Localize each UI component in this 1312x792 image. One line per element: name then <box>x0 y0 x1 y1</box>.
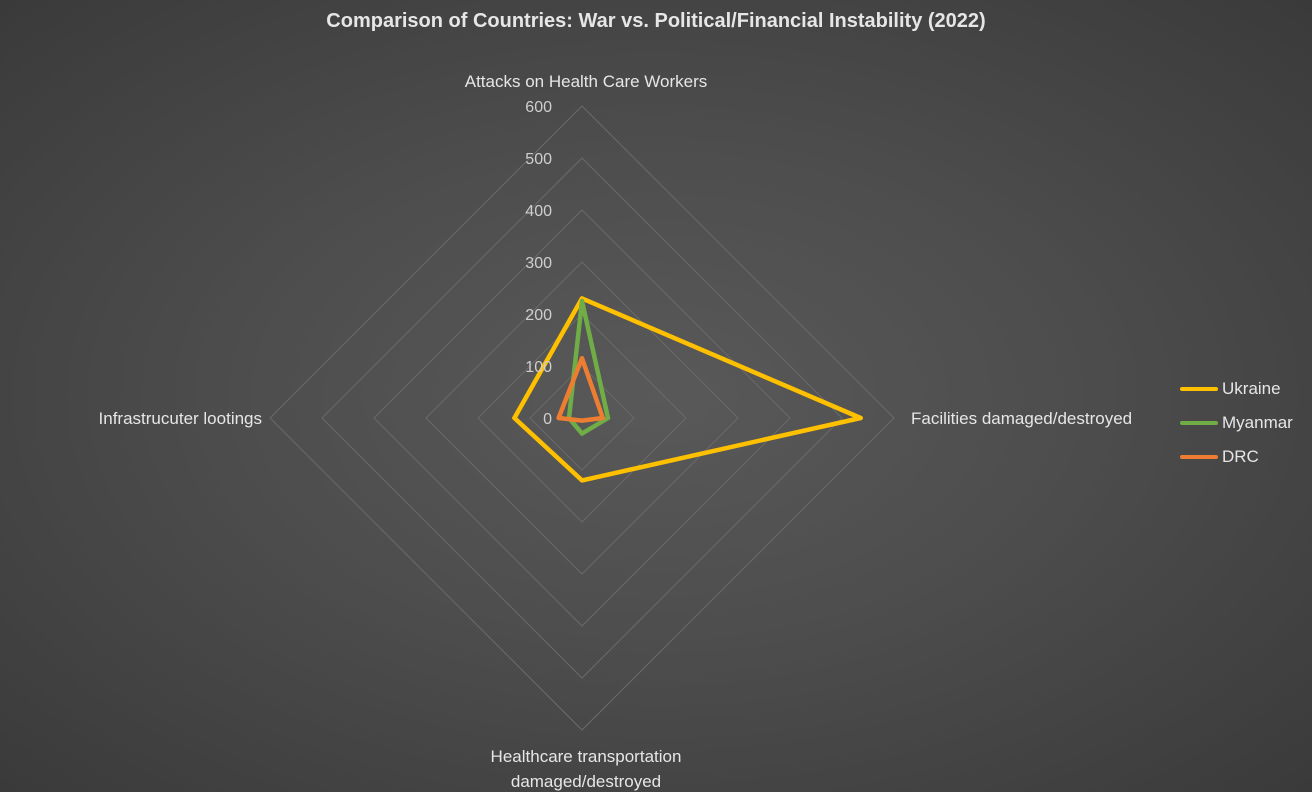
legend-label-myanmar: Myanmar <box>1222 413 1293 432</box>
radar-axis-labels: Attacks on Health Care Workers Facilities… <box>99 72 1133 791</box>
data-point-drc-infrastrucuter-lootings[interactable] <box>556 416 561 420</box>
legend-swatch-drc <box>1180 455 1218 459</box>
tick-label-200: 200 <box>525 307 552 324</box>
tick-label-400: 400 <box>525 203 552 220</box>
tick-label-500: 500 <box>525 151 552 168</box>
legend-label-drc: DRC <box>1222 447 1259 466</box>
radar-series <box>512 296 863 483</box>
axis-label-facilities-damaged-destroyed: Facilities damaged/destroyed <box>911 409 1132 428</box>
data-point-drc-healthcare-transportation-damaged-destroyed[interactable] <box>580 418 584 423</box>
radar-grid <box>269 105 895 731</box>
grid-ring-100 <box>529 365 635 471</box>
data-point-ukraine-infrastrucuter-lootings[interactable] <box>512 416 517 420</box>
legend-swatch-myanmar <box>1180 421 1218 425</box>
axis-label-infrastrucuter-lootings: Infrastrucuter lootings <box>99 409 262 428</box>
grid-ring-600 <box>269 105 895 731</box>
tick-label-0: 0 <box>543 411 552 428</box>
data-point-myanmar-attacks-on-health-care-workers[interactable] <box>580 299 584 303</box>
legend-item-drc[interactable]: DRC <box>1180 440 1310 474</box>
grid-ring-300 <box>425 261 739 575</box>
legend-swatch-ukraine <box>1180 387 1218 391</box>
series-line-ukraine[interactable] <box>512 296 863 483</box>
tick-label-300: 300 <box>525 255 552 272</box>
axis-label-attacks-on-health-care-workers: Attacks on Health Care Workers <box>465 72 708 91</box>
grid-ring-200 <box>477 313 687 523</box>
grid-ring-400 <box>373 209 791 627</box>
data-point-ukraine-facilities-damaged-destroyed[interactable] <box>858 416 863 420</box>
data-point-drc-facilities-damaged-destroyed[interactable] <box>600 416 605 420</box>
tick-label-100: 100 <box>525 359 552 376</box>
legend-label-ukraine: Ukraine <box>1222 379 1281 398</box>
tick-label-600: 600 <box>525 99 552 116</box>
radar-tick-labels: 0 100 200 300 400 500 600 <box>525 99 552 428</box>
data-point-drc-attacks-on-health-care-workers[interactable] <box>580 356 584 361</box>
data-point-ukraine-healthcare-transportation-damaged-destroyed[interactable] <box>580 478 584 483</box>
grid-ring-500 <box>321 157 843 679</box>
chart-legend: Ukraine Myanmar DRC <box>1180 372 1310 474</box>
axis-label-healthcare-transportation-damaged-destroyed: Healthcare transportation damaged/destroy… <box>491 747 682 791</box>
data-point-myanmar-facilities-damaged-destroyed[interactable] <box>606 416 610 420</box>
legend-item-ukraine[interactable]: Ukraine <box>1180 372 1310 406</box>
chart-title: Comparison of Countries: War vs. Politic… <box>326 10 986 32</box>
data-point-myanmar-healthcare-transportation-damaged-destroyed[interactable] <box>580 431 584 436</box>
legend-item-myanmar[interactable]: Myanmar <box>1180 406 1310 440</box>
